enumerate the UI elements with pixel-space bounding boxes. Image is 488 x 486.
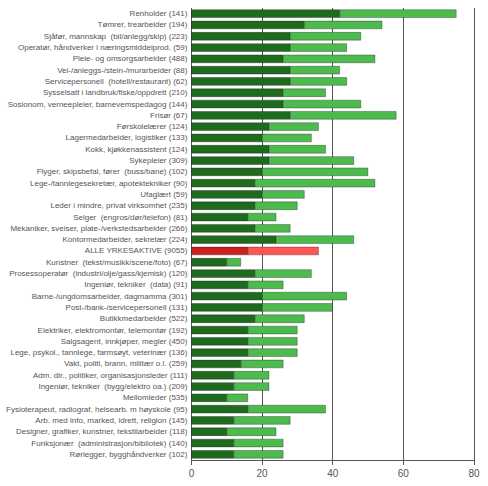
svg-text:Kokk, kjøkkenassistent (124): Kokk, kjøkkenassistent (124)	[85, 145, 188, 154]
svg-text:0: 0	[189, 468, 195, 479]
svg-text:Ingeniør, tekniker (data) (91: Ingeniør, tekniker (data) (91)	[84, 280, 187, 289]
svg-text:Leder i mindre, privat virksom: Leder i mindre, privat virksomhet (235)	[50, 201, 187, 210]
svg-text:Ufaglært (59): Ufaglært (59)	[140, 190, 187, 199]
svg-text:Ingeniør, tekniker (bygg/elek: Ingeniør, tekniker (bygg/elektro oa.) (2…	[38, 382, 187, 391]
svg-text:Mellomleder (535): Mellomleder (535)	[123, 393, 188, 402]
svg-text:Rørlegger, bygghåndverker (102: Rørlegger, bygghåndverker (102)	[70, 450, 188, 459]
svg-text:Designer, grafiker, kunstner,: Designer, grafiker, kunstner, tekstilarb…	[16, 427, 188, 436]
svg-text:Adm. dir., politiker, organisa: Adm. dir., politiker, organisasjonsleder…	[33, 371, 188, 380]
svg-text:Kunstner (tekst/musikk/scene/: Kunstner (tekst/musikk/scene/foto) (67)	[46, 258, 188, 267]
svg-text:Mekaniker, sveiser, plate-/ver: Mekaniker, sveiser, plate-/verkstedsarbe…	[10, 224, 187, 233]
svg-text:Lege, psykol., tannlege, farms: Lege, psykol., tannlege, farmsøyt, veter…	[10, 348, 187, 357]
svg-text:Butikkmedarbeider (522): Butikkmedarbeider (522)	[100, 314, 188, 323]
svg-text:Vakt, politi, brann, militær o: Vakt, politi, brann, militær o.l. (259)	[64, 359, 188, 368]
svg-text:Fysioterapeut, radiograf, hels: Fysioterapeut, radiograf, helsearb. m hø…	[6, 405, 188, 414]
svg-text:Renholder (141): Renholder (141)	[130, 9, 188, 18]
svg-text:60: 60	[398, 468, 410, 479]
svg-text:40: 40	[327, 468, 339, 479]
svg-text:Selger (engros/dør/telefon) (: Selger (engros/dør/telefon) (81)	[73, 213, 188, 222]
svg-text:Elektriker, elektromontør, tel: Elektriker, elektromontør, telemontør (1…	[38, 326, 188, 335]
svg-text:Funksjonær (administrasjon/bi: Funksjonær (administrasjon/bibliotek) (1…	[31, 439, 187, 448]
svg-text:Sosionom, verneepleier, barnev: Sosionom, verneepleier, barnevemspedagog…	[8, 100, 188, 109]
svg-text:Operatør, håndverker i nærings: Operatør, håndverker i næringsmiddelprod…	[18, 43, 188, 52]
svg-text:Barne-/ungdomsarbeider, dagmam: Barne-/ungdomsarbeider, dagmamma (301)	[32, 292, 188, 301]
svg-text:Post-/bank-/servicepersonell (: Post-/bank-/servicepersonell (131)	[66, 303, 188, 312]
svg-text:Arb. med info, marked, idrett,: Arb. med info, marked, idrett, religion …	[35, 416, 187, 425]
svg-text:Flyger, skipsbefal, fører (bu: Flyger, skipsbefal, fører (buss/bane) (1…	[37, 167, 188, 176]
svg-text:Frisør (67): Frisør (67)	[150, 111, 188, 120]
svg-text:Sjåfør, mannskap (bil/anlegg/: Sjåfør, mannskap (bil/anlegg/skip) (223)	[44, 32, 188, 41]
svg-text:Sykepleier (309): Sykepleier (309)	[129, 156, 188, 165]
svg-text:Sysselsatt i landbruk/fiske/op: Sysselsatt i landbruk/fiske/oppdrett (21…	[43, 88, 188, 97]
svg-text:Prosessoperatør (industri/olj: Prosessoperatør (industri/olje/gass/kjem…	[9, 269, 188, 278]
svg-text:Lege-/tannlegesekretær, apotek: Lege-/tannlegesekretær, apotektekniker (…	[30, 179, 188, 188]
svg-text:Vei-/anleggs-/stein-/murarbeid: Vei-/anleggs-/stein-/murarbeider (88)	[57, 66, 188, 75]
svg-text:Førskolelærer (124): Førskolelærer (124)	[117, 122, 188, 131]
svg-text:Kontormedarbeider, sekretær (2: Kontormedarbeider, sekretær (224)	[62, 235, 187, 244]
svg-text:Servicepersonell (hotell/rest: Servicepersonell (hotell/restaurant) (62…	[45, 77, 188, 86]
svg-text:20: 20	[256, 468, 268, 479]
svg-text:80: 80	[468, 468, 480, 479]
svg-text:Salgsagent, innkjøper, megler: Salgsagent, innkjøper, megler (450)	[61, 337, 188, 346]
svg-text:Lagermedarbeider, logistiker (: Lagermedarbeider, logistiker (133)	[66, 133, 188, 142]
svg-text:Tømrer, trearbeider (194): Tømrer, trearbeider (194)	[98, 20, 188, 29]
svg-text:ALLE YRKESAKTIVE (9055): ALLE YRKESAKTIVE (9055)	[85, 246, 188, 255]
svg-text:Pleie- og omsorgsarbeider (488: Pleie- og omsorgsarbeider (488)	[73, 54, 188, 63]
